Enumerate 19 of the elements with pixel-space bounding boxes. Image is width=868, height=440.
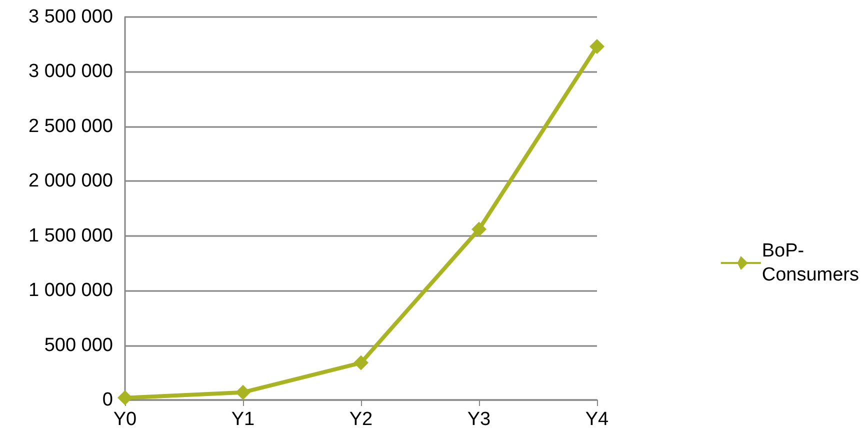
- x-tick-label: Y4: [585, 409, 610, 430]
- y-tick-label: 3 000 000: [28, 61, 113, 82]
- y-tick-label: 2 000 000: [28, 170, 113, 192]
- point: [236, 384, 250, 400]
- point: [118, 390, 132, 406]
- y-tick-label: 1 000 000: [28, 280, 113, 302]
- point: [590, 39, 604, 54]
- y-tick-label: 2 500 000: [28, 116, 113, 137]
- x-tick-label: Y3: [467, 409, 491, 430]
- y-tick-label: 500 000: [44, 334, 113, 356]
- point: [472, 222, 486, 237]
- point: [354, 355, 368, 370]
- legend-label: BoP-Consumers: [762, 240, 860, 286]
- x-tick-label: Y1: [231, 409, 255, 430]
- y-tick-label: 3 500 000: [28, 6, 113, 28]
- x-tick-label: Y0: [113, 409, 137, 430]
- y-tick-label: 1 500 000: [28, 225, 113, 246]
- x-tick-label: Y2: [349, 409, 373, 430]
- y-tick-label: 0: [102, 390, 113, 410]
